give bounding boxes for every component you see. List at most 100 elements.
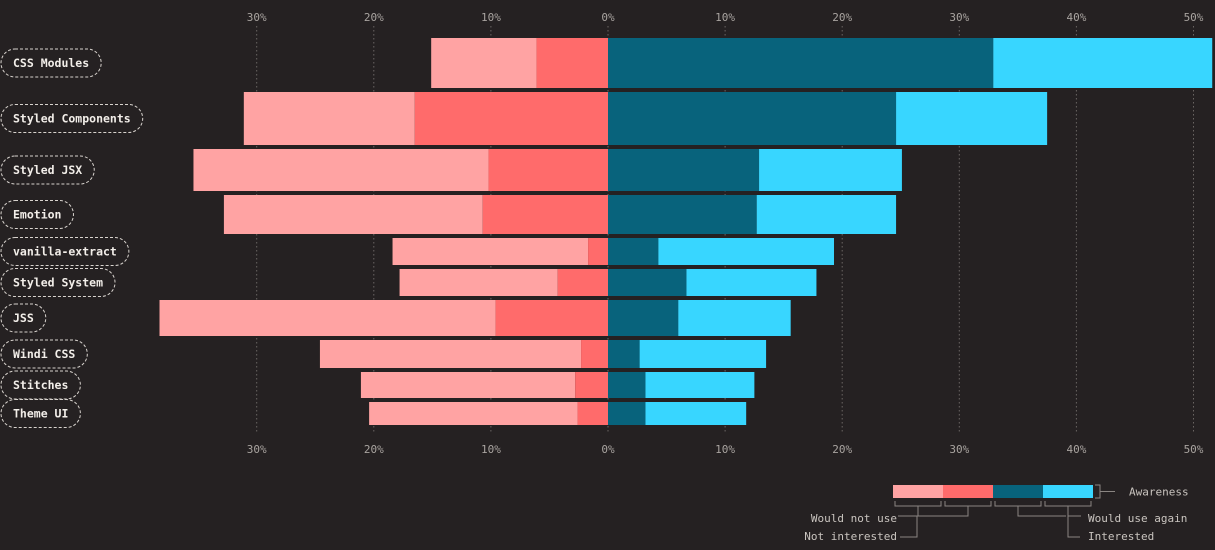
bar-interested — [896, 92, 1048, 145]
legend-bracket — [894, 501, 942, 507]
category-label-text: Styled System — [13, 276, 103, 290]
bar-would-not-use — [193, 149, 489, 191]
category-label[interactable]: Theme UI — [0, 399, 81, 428]
legend: Awareness Would not use Not interested Woul… — [804, 484, 1189, 543]
category-label-text: Styled JSX — [13, 163, 82, 177]
legend-connector — [900, 506, 969, 538]
legend-connector — [1017, 506, 1065, 517]
category-label[interactable]: Stitches — [0, 370, 81, 400]
x-tick-label-top: 10% — [715, 11, 735, 24]
category-label[interactable]: Styled Components — [0, 104, 144, 133]
category-label-text: JSS — [13, 311, 34, 325]
category-label-pill — [0, 303, 47, 333]
x-axis-bottom: 30% 20% 10% 0% 10% 20% 30% 40% 50% — [247, 443, 1204, 456]
bar-interested — [645, 402, 747, 425]
bar-not-interested — [482, 195, 608, 234]
legend-bracket — [1044, 501, 1092, 507]
legend-swatch — [1043, 485, 1093, 498]
category-label-text: Emotion — [13, 208, 62, 222]
x-tick-label-bottom: 40% — [1066, 443, 1086, 456]
bar-interested — [993, 38, 1213, 88]
x-tick-label-bottom: 10% — [715, 443, 735, 456]
category-label-pill — [0, 399, 81, 428]
bar-interested — [658, 238, 835, 265]
category-label-text: Styled Components — [13, 112, 131, 126]
x-tick-label-top: 50% — [1184, 11, 1204, 24]
category-label-text: vanilla-extract — [13, 245, 117, 259]
x-tick-label-bottom: 0% — [601, 443, 615, 456]
legend-label: Interested — [1088, 530, 1154, 543]
category-label[interactable]: vanilla-extract — [0, 237, 130, 266]
bar-would-use-again — [608, 372, 646, 398]
x-tick-label-top: 10% — [481, 11, 501, 24]
category-label[interactable]: Windi CSS — [0, 339, 88, 369]
x-tick-label-bottom: 50% — [1184, 443, 1204, 456]
legend-connector — [1067, 516, 1080, 538]
legend-swatch — [943, 485, 993, 498]
bar-not-interested — [495, 300, 608, 336]
category-label[interactable]: CSS Modules — [0, 48, 102, 78]
x-tick-label-top: 30% — [247, 11, 267, 24]
category-label-text: Theme UI — [13, 407, 68, 421]
bar-would-use-again — [608, 269, 687, 296]
bar-would-use-again — [608, 340, 640, 368]
bar-interested — [639, 340, 767, 368]
legend-label: Would not use — [811, 512, 897, 525]
legend-label: Not interested — [804, 530, 897, 543]
bar-would-use-again — [608, 38, 994, 88]
category-label-text: CSS Modules — [13, 56, 89, 70]
x-tick-label-top: 0% — [601, 11, 615, 24]
x-tick-label-bottom: 10% — [481, 443, 501, 456]
x-tick-label-top: 30% — [949, 11, 969, 24]
legend-swatch — [993, 485, 1043, 498]
x-tick-label-top: 20% — [832, 11, 852, 24]
bar-not-interested — [536, 38, 608, 88]
x-tick-label-bottom: 30% — [247, 443, 267, 456]
legend-label: Would use again — [1088, 512, 1187, 525]
bar-not-interested — [414, 92, 608, 145]
bar-would-use-again — [608, 92, 897, 145]
bar-would-not-use — [319, 340, 582, 368]
category-label-pill — [0, 155, 95, 185]
bar-interested — [759, 149, 902, 191]
legend-connector — [1067, 506, 1081, 517]
bar-not-interested — [575, 372, 608, 398]
bar-would-use-again — [608, 300, 679, 336]
bars — [159, 38, 1213, 425]
bar-would-use-again — [608, 195, 757, 234]
legend-connector — [898, 506, 919, 517]
legend-bracket — [994, 501, 1042, 507]
category-label-pill — [0, 48, 102, 78]
bar-would-not-use — [360, 372, 576, 398]
category-label-pill — [0, 200, 74, 229]
bar-would-use-again — [608, 149, 760, 191]
category-labels: CSS Modules Styled Components Styled JSX Em… — [0, 48, 144, 428]
bar-would-not-use — [392, 238, 589, 265]
x-tick-label-bottom: 20% — [364, 443, 384, 456]
bar-would-use-again — [608, 402, 646, 425]
category-label-pill — [0, 237, 130, 266]
bar-would-not-use — [431, 38, 537, 88]
legend-connector — [1017, 506, 1066, 517]
category-label[interactable]: Styled System — [0, 268, 116, 297]
x-tick-label-top: 20% — [364, 11, 384, 24]
bar-not-interested — [488, 149, 608, 191]
category-label[interactable]: Emotion — [0, 200, 74, 229]
legend-bracket — [944, 501, 992, 507]
bar-not-interested — [577, 402, 608, 425]
bar-would-use-again — [608, 238, 659, 265]
bar-would-not-use — [223, 195, 483, 234]
category-label-pill — [0, 104, 144, 133]
category-label-text: Stitches — [13, 378, 68, 392]
category-label[interactable]: JSS — [0, 303, 47, 333]
bar-not-interested — [581, 340, 608, 368]
bar-interested — [756, 195, 897, 234]
x-tick-label-bottom: 20% — [832, 443, 852, 456]
x-tick-label-bottom: 30% — [949, 443, 969, 456]
x-axis-top: 30% 20% 10% 0% 10% 20% 30% 40% 50% — [247, 11, 1204, 24]
bar-interested — [678, 300, 791, 336]
category-label-pill — [0, 339, 88, 369]
category-label[interactable]: Styled JSX — [0, 155, 95, 185]
category-label-text: Windi CSS — [13, 347, 75, 361]
